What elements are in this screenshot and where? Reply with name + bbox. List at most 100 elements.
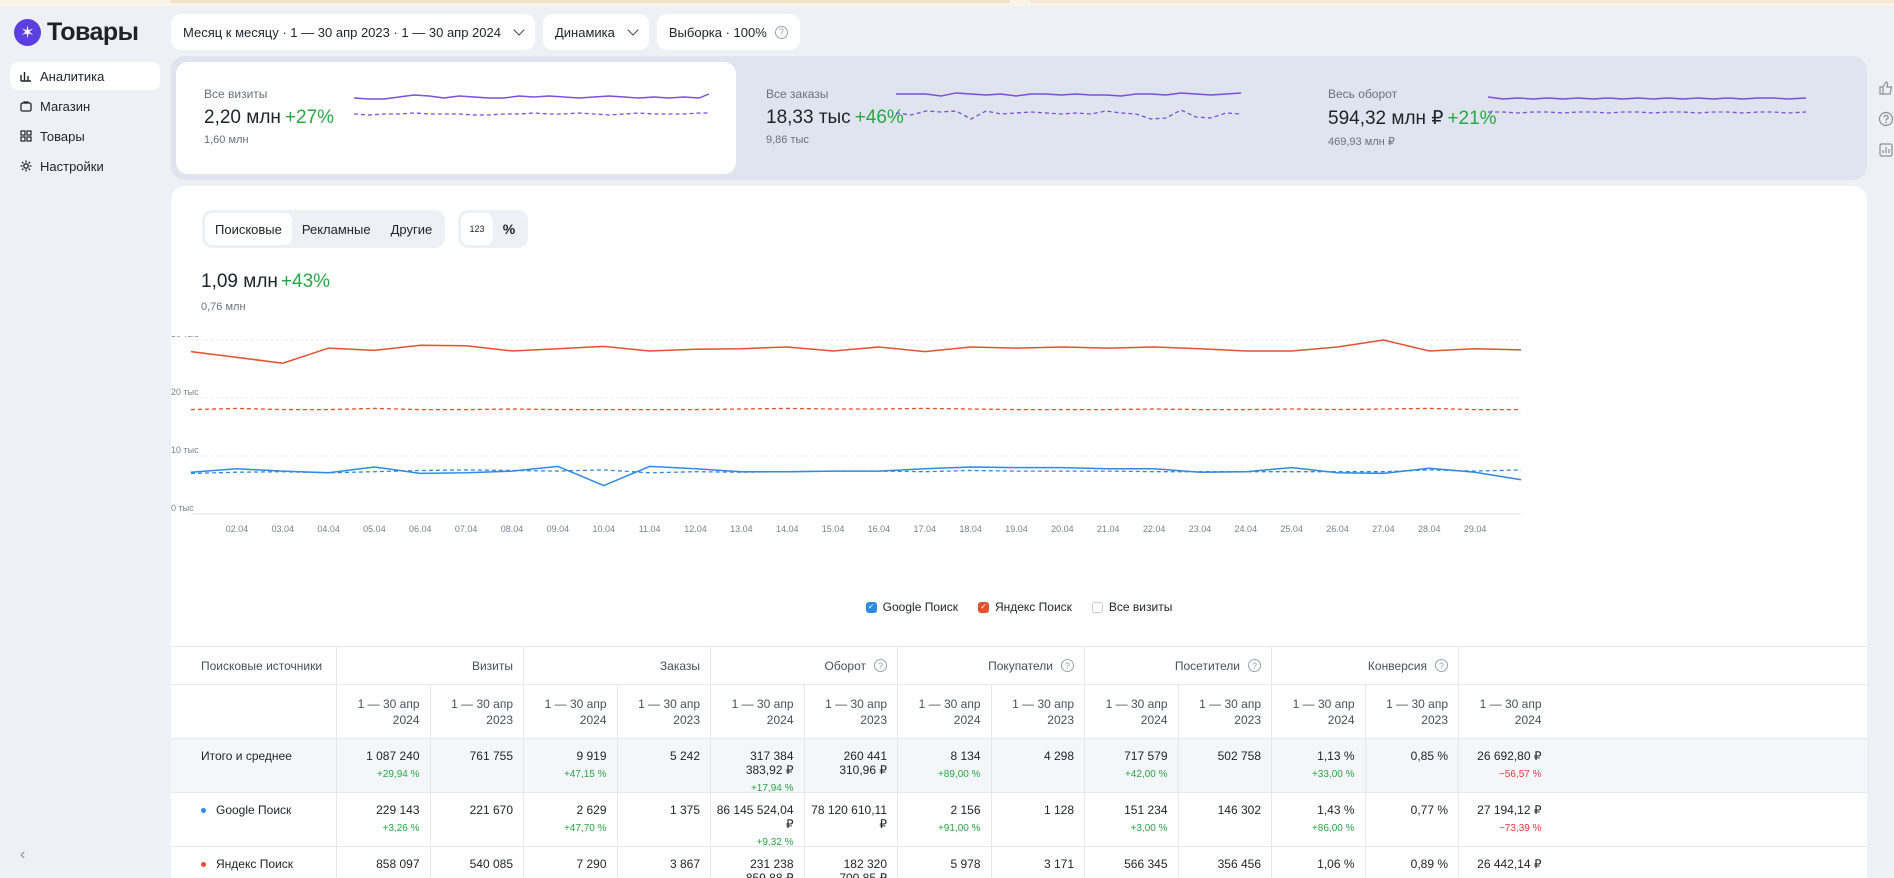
period-column-header[interactable]: 1 — 30 апр 2023 xyxy=(429,685,524,738)
period-column-header[interactable]: 1 — 30 апр 2023 xyxy=(1177,685,1272,738)
series-dot-icon xyxy=(201,808,206,814)
period-column-header[interactable]: 1 — 30 апр 2023 xyxy=(616,685,711,738)
period-label: 1 — 30 апр 2023 xyxy=(1199,696,1261,727)
sidebar-item-shop[interactable]: Магазин xyxy=(10,92,160,120)
mode-select[interactable]: Динамика xyxy=(542,14,649,50)
cell-value: 2 629 xyxy=(576,803,607,817)
table-cell: 1,06 % xyxy=(1271,847,1365,878)
table-group-header[interactable]: Оборот? xyxy=(710,647,897,684)
cell-value: 858 097 xyxy=(376,857,420,871)
period-column-header[interactable]: 1 — 30 апр 2024 xyxy=(336,685,430,738)
cell-value: 231 238 859,88 ₽ xyxy=(745,857,794,878)
metric-prev-value: 469,93 млн ₽ xyxy=(1328,136,1395,148)
period-column-header[interactable]: 1 — 30 апр 2024 xyxy=(1271,685,1365,738)
collapse-sidebar-icon[interactable]: ‹ xyxy=(20,846,26,863)
cell-delta: +91,00 % xyxy=(937,823,981,834)
right-toolbar xyxy=(1878,80,1894,173)
table-cell: 1 375 xyxy=(616,793,711,846)
metric-card-visits[interactable]: Все визиты 2,20 млн +27% 1,60 млн xyxy=(176,62,736,174)
chevron-down-icon xyxy=(627,24,639,36)
table-cell: 5 242 xyxy=(616,739,711,792)
cell-value: 502 758 xyxy=(1217,749,1261,763)
period-column-header[interactable]: 1 — 30 апр 2024 xyxy=(1458,685,1552,738)
value-mode-toggle: 123 % xyxy=(458,210,528,248)
table-cell: 221 670 xyxy=(429,793,524,846)
legend-item[interactable]: ✓ Google Поиск xyxy=(865,600,958,614)
help-icon[interactable]: ? xyxy=(1435,659,1448,672)
table-group-label: Покупатели xyxy=(988,658,1053,673)
table-totals-row[interactable]: Итого и среднее 1 087 240 +29,94 % 761 755 9… xyxy=(171,738,1867,794)
absolute-toggle[interactable]: 123 xyxy=(461,213,493,245)
table-group-header[interactable]: Посетители? xyxy=(1084,647,1271,684)
y-tick-label: 30 тыс xyxy=(171,336,199,339)
cell-value: 182 320 700,85 ₽ xyxy=(839,857,887,878)
period-column-header[interactable]: 1 — 30 апр 2024 xyxy=(523,685,617,738)
table-row[interactable]: Яндекс Поиск 858 097 540 085 7 290 3 867 231 … xyxy=(171,846,1867,878)
series-line[interactable] xyxy=(190,407,1521,411)
cell-value: 86 145 524,04 ₽ xyxy=(716,803,794,831)
help-icon[interactable]: ? xyxy=(1248,659,1261,672)
table-cell: 317 384 383,92 ₽ +17,94 % xyxy=(710,739,804,794)
period-column-header[interactable]: 1 — 30 апр 2023 xyxy=(803,685,898,738)
thumbs-up-icon[interactable] xyxy=(1878,80,1894,96)
legend-item[interactable]: Все визиты xyxy=(1091,600,1172,614)
period-column-header[interactable]: 1 — 30 апр 2023 xyxy=(1364,685,1459,738)
legend-item[interactable]: ✓ Яндекс Поиск xyxy=(977,600,1072,614)
legend-label: Яндекс Поиск xyxy=(994,600,1072,614)
cell-value: 221 670 xyxy=(469,803,513,817)
x-tick-label: 26.04 xyxy=(1326,524,1349,534)
sidebar-item-settings[interactable]: Настройки xyxy=(10,152,160,180)
x-tick-label: 21.04 xyxy=(1097,524,1120,534)
sample-select[interactable]: Выборка · 100% ? xyxy=(656,14,800,50)
help-icon[interactable]: ? xyxy=(1061,659,1074,672)
table-cell: 502 758 xyxy=(1177,739,1272,792)
metric-card-turnover[interactable]: Весь оборот 594,32 млн ₽ +21% 469,93 млн … xyxy=(1300,62,1860,174)
period-column-header[interactable]: 1 — 30 апр 2024 xyxy=(897,685,991,738)
cell-delta: +29,94 % xyxy=(376,769,420,780)
app-logo[interactable]: ✶ Товары xyxy=(14,18,139,47)
cell-value: 1,43 % xyxy=(1317,803,1355,817)
filter-bar: Месяц к месяцу · 1 — 30 апр 2023 · 1 — 3… xyxy=(171,14,800,50)
table-row[interactable]: Google Поиск 229 143 +3,26 % 221 670 2 629 +4… xyxy=(171,792,1867,848)
report-icon[interactable] xyxy=(1878,142,1894,158)
main-card: Поисковые Рекламные Другие 123 % 1,09 мл… xyxy=(171,186,1867,878)
table-cell: 78 120 610,11 ₽ xyxy=(803,793,898,846)
period-select[interactable]: Месяц к месяцу · 1 — 30 апр 2023 · 1 — 3… xyxy=(171,14,535,50)
table-group-header[interactable]: Покупатели? xyxy=(897,647,1084,684)
x-tick-label: 06.04 xyxy=(409,524,432,534)
x-tick-label: 29.04 xyxy=(1464,524,1487,534)
series-line[interactable] xyxy=(190,465,1522,487)
cell-value: 26 442,14 ₽ xyxy=(1477,857,1542,871)
table-cell: 7 290 xyxy=(523,847,617,878)
period-column-header[interactable]: 1 — 30 апр 2024 xyxy=(1084,685,1178,738)
table-group-header[interactable]: Заказы xyxy=(523,647,710,684)
sidebar-item-analytics[interactable]: Аналитика xyxy=(10,62,160,90)
checkbox-checked-icon[interactable]: ✓ xyxy=(977,601,989,613)
period-column-header[interactable]: 1 — 30 апр 2023 xyxy=(990,685,1085,738)
metric-card-orders[interactable]: Все заказы 18,33 тыс +46% 9,86 тыс xyxy=(738,62,1298,174)
tab-search[interactable]: Поисковые xyxy=(205,213,292,245)
percent-toggle[interactable]: % xyxy=(502,221,516,237)
metric-value: 18,33 тыс +46% xyxy=(766,107,1298,129)
table-group-header[interactable] xyxy=(1458,647,1552,684)
series-line[interactable] xyxy=(190,469,1522,475)
cell-value: 1 375 xyxy=(669,803,700,817)
table-group-header[interactable]: Конверсия? xyxy=(1271,647,1458,684)
period-column-header[interactable]: 1 — 30 апр 2024 xyxy=(710,685,804,738)
help-icon[interactable]: ? xyxy=(874,659,887,672)
cell-value: 3 867 xyxy=(669,857,700,871)
table-group-header[interactable]: Визиты xyxy=(336,647,523,684)
table-group-label: Оборот xyxy=(824,658,866,673)
sidebar-item-products[interactable]: Товары xyxy=(10,122,160,150)
x-tick-label: 24.04 xyxy=(1235,524,1258,534)
tab-ads[interactable]: Рекламные xyxy=(301,221,371,237)
checkbox-checked-icon[interactable]: ✓ xyxy=(865,601,877,613)
x-tick-label: 25.04 xyxy=(1280,524,1303,534)
series-dot-icon xyxy=(201,862,206,868)
series-line[interactable] xyxy=(190,339,1522,364)
checkbox-icon[interactable] xyxy=(1091,601,1103,613)
x-tick-label: 03.04 xyxy=(271,524,294,534)
help-circle-icon[interactable] xyxy=(1878,111,1894,127)
help-icon[interactable]: ? xyxy=(774,25,788,39)
tab-other[interactable]: Другие xyxy=(390,221,433,237)
